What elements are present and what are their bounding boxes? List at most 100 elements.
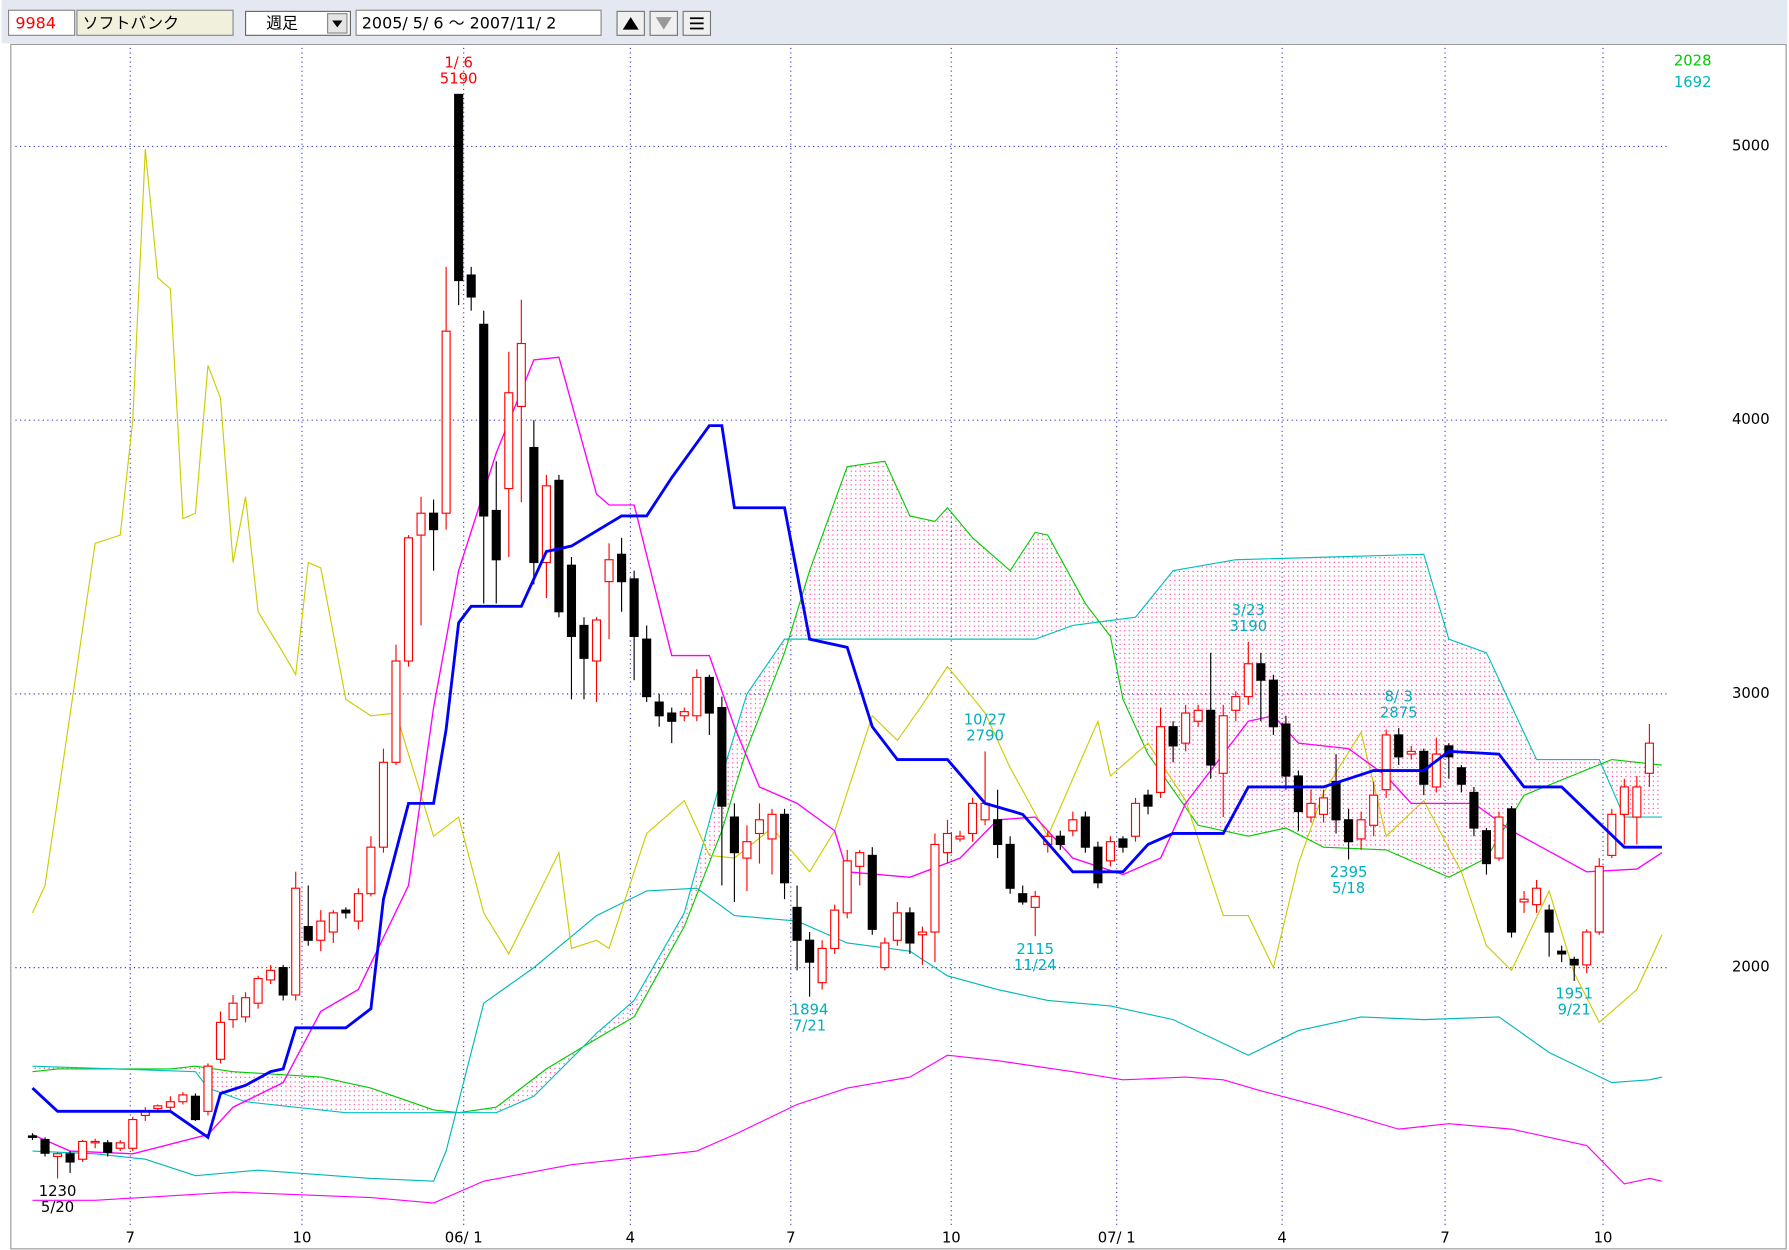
x-tick-label: 7	[786, 1230, 795, 1247]
candle-body	[1506, 808, 1517, 933]
plot: 2000 3000 4000 5000 7 10 06/ 1 4 7 10 07/ 1 4 7 10 1/ …	[15, 47, 1770, 1247]
dropdown-arrow	[332, 20, 343, 28]
candle-body	[341, 909, 351, 914]
annotation-date: 3/23	[1232, 602, 1265, 619]
candle-body	[1406, 750, 1416, 755]
down-icon	[655, 17, 672, 30]
candle-body	[1118, 838, 1128, 848]
candle-body	[479, 323, 489, 517]
candle-body	[1331, 780, 1341, 821]
candle-body	[1143, 794, 1153, 807]
candle-body	[1168, 726, 1178, 747]
candle-body	[78, 1140, 88, 1160]
candle-body	[817, 947, 827, 984]
candle-body	[654, 701, 664, 717]
y-tick-label: 2000	[1732, 959, 1770, 976]
cloud	[32, 461, 1662, 1113]
candle-body	[717, 706, 727, 807]
candle-body	[1068, 819, 1078, 832]
x-tick-label: 7	[126, 1230, 135, 1247]
candle-body	[980, 802, 990, 821]
period-select[interactable]	[245, 10, 351, 36]
annotation-date: 11/24	[1014, 957, 1057, 974]
candle-body	[779, 813, 790, 884]
candle-body	[466, 274, 476, 298]
candle-body	[178, 1094, 188, 1103]
up-icon	[622, 17, 639, 30]
indicator-line	[32, 1054, 1663, 1204]
candle-body	[1569, 958, 1579, 966]
candle-body	[516, 342, 526, 408]
menu-icon	[689, 17, 704, 30]
candle-body	[1206, 709, 1216, 766]
candle-body	[278, 967, 288, 996]
candle-body	[441, 330, 451, 514]
candle-body	[1381, 734, 1391, 791]
candle-body	[1544, 909, 1554, 933]
candle-body	[103, 1142, 113, 1153]
annotation-date: 1/ 6	[444, 55, 473, 72]
candle-body	[629, 578, 639, 637]
annotation-date: 5/20	[41, 1199, 74, 1216]
candle-body	[1394, 734, 1404, 758]
candle-body	[215, 1021, 226, 1060]
candle-body	[1018, 893, 1028, 903]
candle-body	[566, 564, 577, 637]
code-box[interactable]	[7, 9, 76, 36]
candle-body	[403, 537, 414, 662]
candle-body	[491, 509, 501, 561]
candle-body	[1193, 709, 1203, 722]
x-tick-label: 10	[293, 1230, 312, 1247]
candle-body	[1582, 931, 1592, 966]
candle-body	[754, 819, 765, 835]
annotation-value: 1230	[39, 1183, 77, 1200]
toolbar: 9984 ソフトバンク 週足 2005/ 5/ 6 〜 2007/11/ 2	[1, 0, 1788, 44]
candle-body	[1619, 786, 1629, 815]
candle-body	[1243, 663, 1253, 698]
candle-body	[1519, 898, 1529, 903]
side-label: 2028	[1674, 53, 1712, 70]
candle-body	[792, 906, 802, 941]
candle-body	[742, 841, 752, 859]
candle-body	[617, 553, 627, 583]
range-box[interactable]	[355, 9, 602, 36]
candle-body	[880, 942, 890, 969]
candle-body	[704, 676, 714, 714]
candle-body	[53, 1153, 63, 1158]
candle-body	[1156, 726, 1166, 793]
candle-body	[942, 832, 953, 854]
annotation-value: 3190	[1229, 618, 1267, 635]
range: 2005/ 5/ 6 〜 2007/11/ 2	[362, 13, 557, 32]
candle-body	[90, 1140, 100, 1144]
x-tick-label: 7	[1440, 1230, 1449, 1247]
candle-body	[153, 1105, 163, 1110]
candle-body	[1557, 950, 1567, 955]
candle-body	[805, 939, 815, 963]
annotation-value: 2875	[1380, 704, 1418, 721]
x-tick-label: 10	[1594, 1230, 1613, 1247]
candle-body	[1632, 786, 1642, 818]
candle-body	[378, 761, 389, 848]
candle-body	[1268, 679, 1278, 728]
candle-body	[1594, 865, 1604, 933]
candle-body	[1055, 835, 1065, 846]
candle-body	[65, 1153, 75, 1163]
candle-body	[228, 1002, 238, 1021]
annotation-value: 1951	[1555, 986, 1593, 1003]
candle-body	[967, 802, 978, 835]
candle-body	[729, 816, 739, 854]
candle-body	[1181, 712, 1191, 744]
candle-body	[905, 912, 915, 944]
candle-body	[679, 711, 689, 717]
x-tick-label: 10	[942, 1230, 961, 1247]
candle-body	[1369, 794, 1379, 826]
candle-body	[128, 1118, 138, 1149]
candle-body	[842, 860, 852, 914]
x-tick-label: 4	[626, 1230, 635, 1247]
indicator-line	[32, 460, 1662, 1114]
indicator-line	[31, 149, 1663, 1024]
chart-frame	[10, 43, 1787, 1250]
y-tick-label: 5000	[1732, 137, 1770, 154]
candle-body	[1431, 753, 1441, 788]
